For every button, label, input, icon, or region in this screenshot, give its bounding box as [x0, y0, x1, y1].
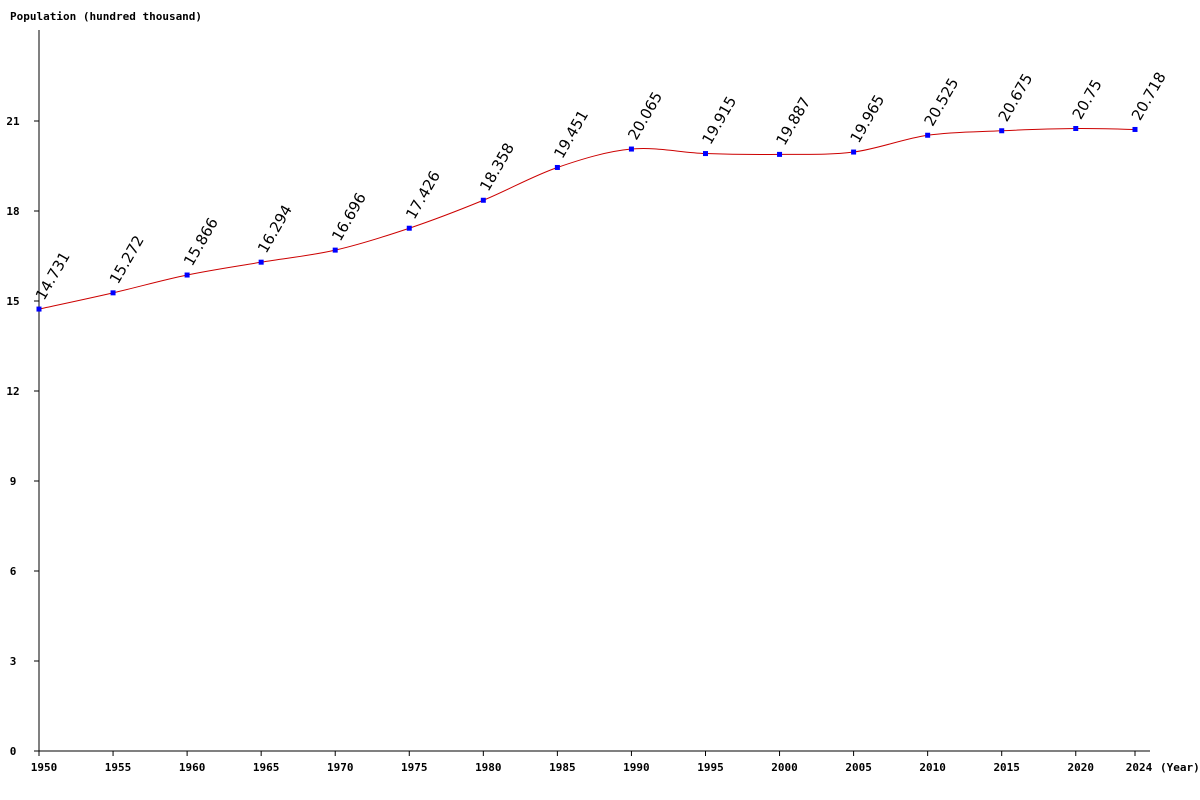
data-value-label: 20.675 [995, 70, 1037, 124]
data-value-labels: 14.731 15.272 15.866 16.294 16.696 17.426 18.3… [32, 69, 1170, 303]
x-tick-label: 1950 [31, 761, 58, 774]
x-tick-label: 2020 [1068, 761, 1095, 774]
y-tick-label: 21 [6, 115, 20, 128]
data-value-label: 20.525 [921, 75, 963, 129]
data-point-marker [554, 164, 560, 170]
data-point-marker [110, 290, 116, 296]
data-value-label: 20.718 [1128, 69, 1170, 123]
data-point-marker [777, 151, 783, 157]
data-point-marker [36, 306, 42, 312]
data-value-label: 14.731 [32, 249, 74, 303]
x-tick-label: 2010 [919, 761, 946, 774]
x-tick-label: 1955 [105, 761, 132, 774]
x-tick-label: 2024 [1126, 761, 1153, 774]
data-point-marker [925, 132, 931, 138]
x-tick-label: 1975 [401, 761, 428, 774]
data-value-label: 19.965 [846, 92, 888, 146]
x-ticks: 1950 1955 1960 1965 1970 1975 1980 1985 1990 1995… [31, 751, 1153, 774]
data-point-marker [628, 146, 634, 152]
x-tick-label: 1965 [253, 761, 280, 774]
x-tick-label: 1985 [549, 761, 576, 774]
data-value-label: 15.272 [106, 232, 148, 286]
data-point-marker [184, 272, 190, 278]
x-tick-label: 1995 [697, 761, 724, 774]
y-tick-label: 15 [6, 295, 19, 308]
data-value-label: 20.75 [1069, 76, 1106, 122]
data-point-marker [406, 225, 412, 231]
data-markers [36, 126, 1138, 312]
data-value-label: 20.065 [624, 89, 666, 143]
x-tick-label: 1960 [179, 761, 206, 774]
data-point-marker [332, 247, 338, 253]
y-tick-label: 0 [10, 745, 17, 758]
data-point-marker [851, 149, 857, 155]
x-tick-label: 1980 [475, 761, 502, 774]
y-tick-label: 6 [10, 565, 17, 578]
data-point-marker [702, 151, 708, 157]
y-ticks: 0 3 6 9 12 15 18 21 [6, 115, 39, 758]
x-tick-label: 2005 [845, 761, 872, 774]
data-value-label: 19.451 [550, 107, 592, 161]
x-axis-title: (Year) [1160, 761, 1200, 774]
x-tick-label: 2015 [993, 761, 1020, 774]
data-value-label: 19.915 [698, 93, 740, 147]
x-tick-label: 1970 [327, 761, 354, 774]
y-tick-label: 3 [10, 655, 17, 668]
data-point-marker [999, 128, 1005, 134]
data-value-label: 15.866 [180, 215, 222, 269]
data-value-label: 16.294 [254, 202, 296, 256]
x-tick-label: 2000 [771, 761, 798, 774]
data-point-marker [480, 197, 486, 203]
data-point-marker [1073, 126, 1079, 131]
data-value-label: 16.696 [328, 190, 370, 244]
y-tick-label: 18 [6, 205, 19, 218]
x-tick-label: 1990 [623, 761, 650, 774]
data-point-marker [1132, 126, 1138, 132]
y-tick-label: 9 [10, 475, 17, 488]
data-value-label: 17.426 [402, 168, 444, 222]
data-value-label: 19.887 [772, 94, 814, 148]
population-series-line [38, 127, 1136, 310]
data-value-label: 18.358 [476, 140, 518, 194]
y-tick-label: 12 [6, 385, 19, 398]
y-axis-title: Population (hundred thousand) [10, 10, 202, 23]
data-point-marker [258, 259, 264, 265]
